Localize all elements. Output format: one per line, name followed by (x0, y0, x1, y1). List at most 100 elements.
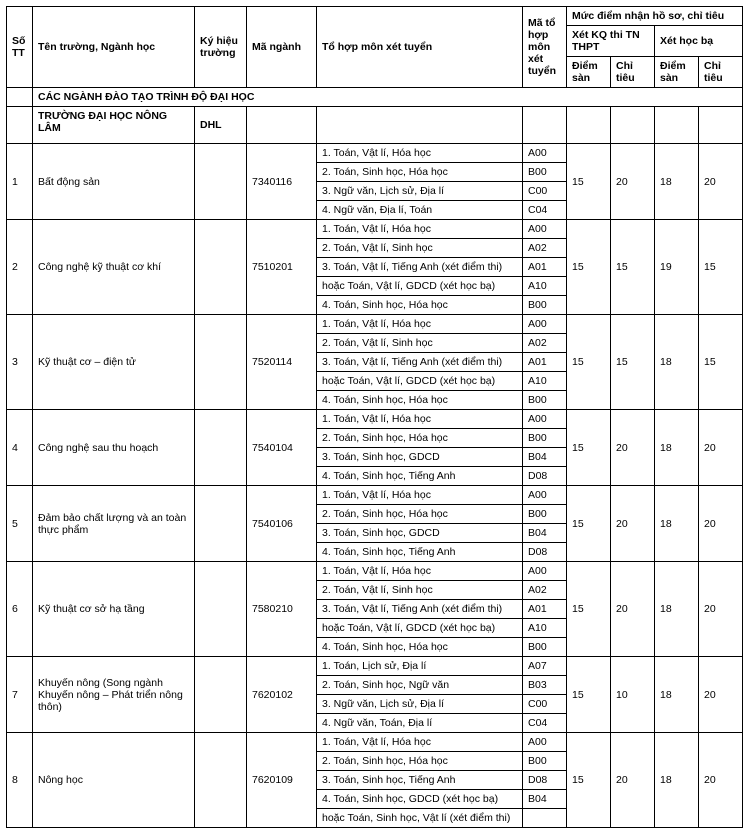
school-name: TRƯỜNG ĐẠI HỌC NÔNG LÂM (33, 107, 195, 138)
cell-mato: A01 (523, 353, 567, 372)
cell-kh (195, 144, 247, 220)
cell-kh (195, 315, 247, 410)
cell-mato: C00 (523, 182, 567, 201)
cell-combo: 1. Toán, Vật lí, Hóa học (317, 733, 523, 752)
cell-c2: 20 (699, 144, 743, 220)
cell-combo: hoặc Toán, Sinh học, Vật lí (xét điểm th… (317, 809, 523, 828)
cell-mato: A00 (523, 733, 567, 752)
cell-mato: B00 (523, 505, 567, 524)
cell-s1: 15 (567, 657, 611, 733)
school-code: DHL (195, 107, 247, 144)
cell-tt: 1 (7, 144, 33, 220)
cell-mato: B00 (523, 752, 567, 771)
table-header: Số TT Tên trường, Ngành học Ký hiệu trườ… (7, 7, 743, 88)
cell-s2: 18 (655, 562, 699, 657)
cell-kh (195, 220, 247, 315)
cell-combo: 1. Toán, Lịch sử, Địa lí (317, 657, 523, 676)
cell-combo: 1. Toán, Vật lí, Hóa học (317, 220, 523, 239)
cell-mato: A00 (523, 410, 567, 429)
cell-mato: A02 (523, 334, 567, 353)
cell-mato: A00 (523, 144, 567, 163)
table-row: 8Nông học76201091. Toán, Vật lí, Hóa học… (7, 733, 743, 752)
cell-s1: 15 (567, 733, 611, 828)
cell-combo: 2. Toán, Vật lí, Sinh học (317, 334, 523, 353)
cell-name: Kỹ thuật cơ – điện tử (33, 315, 195, 410)
cell-kh (195, 410, 247, 486)
cell-combo: 3. Toán, Sinh học, GDCD (317, 448, 523, 467)
cell-combo: 1. Toán, Vật lí, Hóa học (317, 562, 523, 581)
cell-code: 7540106 (247, 486, 317, 562)
cell-mato: B00 (523, 296, 567, 315)
cell-mato: B04 (523, 790, 567, 809)
cell-name: Kỹ thuật cơ sở hạ tầng (33, 562, 195, 657)
cell-s2: 18 (655, 733, 699, 828)
cell-combo: 4. Toán, Sinh học, Hóa học (317, 391, 523, 410)
cell-mato: A01 (523, 258, 567, 277)
cell-s2: 18 (655, 486, 699, 562)
cell-mato: B00 (523, 391, 567, 410)
cell-c1: 15 (611, 220, 655, 315)
cell-combo: 1. Toán, Vật lí, Hóa học (317, 486, 523, 505)
cell-tt: 6 (7, 562, 33, 657)
cell-mato: A02 (523, 239, 567, 258)
cell-combo: 4. Toán, Sinh học, GDCD (xét học bạ) (317, 790, 523, 809)
cell-c1: 15 (611, 315, 655, 410)
col-kh: Ký hiệu trường (195, 7, 247, 88)
cell-combo: 2. Toán, Vật lí, Sinh học (317, 239, 523, 258)
cell-s1: 15 (567, 562, 611, 657)
cell-kh (195, 657, 247, 733)
cell-mato: B03 (523, 676, 567, 695)
cell-mato: A02 (523, 581, 567, 600)
cell-c2: 20 (699, 733, 743, 828)
cell-combo: 4. Ngữ văn, Toán, Địa lí (317, 714, 523, 733)
cell-c1: 20 (611, 486, 655, 562)
cell-c2: 15 (699, 315, 743, 410)
cell-mato: A00 (523, 220, 567, 239)
col-tt: Số TT (7, 7, 33, 88)
cell-combo: 3. Toán, Vật lí, Tiếng Anh (xét điểm thi… (317, 258, 523, 277)
table-row: 5Đảm bảo chất lượng và an toàn thực phẩm… (7, 486, 743, 505)
table-row: 3Kỹ thuật cơ – điện tử75201141. Toán, Vậ… (7, 315, 743, 334)
cell-mato: A00 (523, 315, 567, 334)
col-mato: Mã tổ hợp môn xét tuyển (523, 7, 567, 88)
cell-code: 7620102 (247, 657, 317, 733)
cell-mato: B00 (523, 638, 567, 657)
cell-mato: A10 (523, 277, 567, 296)
cell-tt: 5 (7, 486, 33, 562)
col-diemsan1: Điểm sàn (567, 57, 611, 88)
cell-code: 7580210 (247, 562, 317, 657)
col-diemsan2: Điểm sàn (655, 57, 699, 88)
cell-name: Bất động sản (33, 144, 195, 220)
cell-code: 7620109 (247, 733, 317, 828)
cell-combo: 2. Toán, Sinh học, Hóa học (317, 752, 523, 771)
cell-tt: 3 (7, 315, 33, 410)
cell-combo: 2. Toán, Vật lí, Sinh học (317, 581, 523, 600)
cell-combo: 2. Toán, Sinh học, Hóa học (317, 429, 523, 448)
cell-code: 7340116 (247, 144, 317, 220)
cell-combo: 2. Toán, Sinh học, Hóa học (317, 505, 523, 524)
cell-mato: A10 (523, 619, 567, 638)
cell-mato: A07 (523, 657, 567, 676)
cell-name: Công nghệ kỹ thuật cơ khí (33, 220, 195, 315)
cell-combo: 1. Toán, Vật lí, Hóa học (317, 315, 523, 334)
cell-kh (195, 562, 247, 657)
cell-s1: 15 (567, 410, 611, 486)
col-muc: Mức điểm nhận hồ sơ, chỉ tiêu (567, 7, 743, 26)
admissions-table: Số TT Tên trường, Ngành học Ký hiệu trườ… (6, 6, 743, 828)
cell-code: 7510201 (247, 220, 317, 315)
cell-tt: 7 (7, 657, 33, 733)
cell-c2: 20 (699, 486, 743, 562)
cell-combo: 3. Toán, Sinh học, GDCD (317, 524, 523, 543)
cell-combo: 4. Toán, Sinh học, Tiếng Anh (317, 543, 523, 562)
cell-tt: 2 (7, 220, 33, 315)
cell-mato: D08 (523, 771, 567, 790)
cell-c1: 20 (611, 733, 655, 828)
cell-name: Khuyến nông (Song ngành Khuyến nông – Ph… (33, 657, 195, 733)
cell-s1: 15 (567, 220, 611, 315)
cell-mato: B00 (523, 163, 567, 182)
cell-combo: 1. Toán, Vật lí, Hóa học (317, 144, 523, 163)
cell-mato: B04 (523, 448, 567, 467)
cell-c2: 20 (699, 657, 743, 733)
cell-s2: 18 (655, 657, 699, 733)
cell-code: 7520114 (247, 315, 317, 410)
